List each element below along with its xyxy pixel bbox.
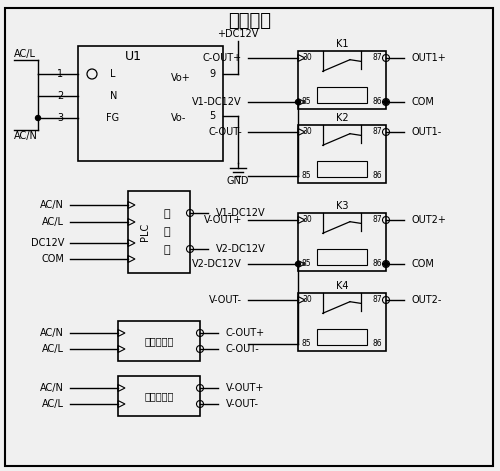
Text: 9: 9: [209, 69, 215, 79]
Text: V-OUT-: V-OUT-: [226, 399, 259, 409]
Text: 直流电压源: 直流电压源: [144, 391, 174, 401]
Text: AC/N: AC/N: [40, 383, 64, 393]
Text: L: L: [110, 69, 116, 79]
Bar: [318, 87, 366, 103]
Text: V2-DC12V: V2-DC12V: [216, 244, 266, 254]
Text: 86: 86: [372, 260, 382, 268]
Text: DC12V: DC12V: [30, 238, 64, 248]
Text: 1: 1: [57, 69, 63, 79]
Text: 85: 85: [302, 340, 312, 349]
Text: C-OUT+: C-OUT+: [203, 53, 242, 63]
Circle shape: [296, 261, 300, 267]
Text: V1-DC12V: V1-DC12V: [216, 208, 266, 218]
Text: FG: FG: [106, 113, 119, 123]
Text: AC/L: AC/L: [14, 49, 36, 59]
Bar: [298, 213, 386, 271]
Text: 30: 30: [302, 214, 312, 224]
Bar: [298, 125, 386, 183]
Text: 85: 85: [302, 97, 312, 106]
Text: K3: K3: [336, 201, 348, 211]
Text: 86: 86: [372, 97, 382, 106]
Text: COM: COM: [41, 254, 64, 264]
Text: 87: 87: [372, 127, 382, 136]
Circle shape: [296, 99, 300, 105]
Text: 2: 2: [57, 91, 63, 101]
Circle shape: [36, 115, 41, 121]
Text: 30: 30: [302, 294, 312, 303]
Text: K4: K4: [336, 281, 348, 291]
Text: C-OUT-: C-OUT-: [208, 127, 242, 137]
Text: 5: 5: [209, 111, 215, 121]
Text: 30: 30: [302, 127, 312, 136]
Text: OUT2+: OUT2+: [412, 215, 447, 225]
Text: AC/N: AC/N: [40, 200, 64, 210]
Bar: [118, 321, 200, 361]
Text: C-OUT-: C-OUT-: [226, 344, 260, 354]
Text: COM: COM: [412, 97, 435, 107]
Text: 3: 3: [57, 113, 63, 123]
Text: C-OUT+: C-OUT+: [226, 328, 265, 338]
Text: AC/N: AC/N: [14, 131, 38, 141]
Text: 87: 87: [372, 214, 382, 224]
Text: 86: 86: [372, 340, 382, 349]
Text: GND: GND: [227, 176, 249, 186]
Text: V-OUT+: V-OUT+: [226, 383, 264, 393]
Bar: [118, 376, 200, 416]
Text: Vo-: Vo-: [171, 113, 186, 123]
Text: V-OUT-: V-OUT-: [209, 295, 242, 305]
Text: AC/L: AC/L: [42, 217, 64, 227]
Text: OUT2-: OUT2-: [412, 295, 442, 305]
Text: N: N: [110, 91, 118, 101]
Text: K1: K1: [336, 39, 348, 49]
Text: 87: 87: [372, 52, 382, 62]
Bar: [318, 249, 366, 265]
Text: 流: 流: [163, 227, 170, 237]
Text: 87: 87: [372, 294, 382, 303]
Bar: [298, 51, 386, 109]
Text: 30: 30: [302, 52, 312, 62]
Text: V1-DC12V: V1-DC12V: [192, 97, 242, 107]
Text: 整: 整: [163, 209, 170, 219]
Text: 直流电流源: 直流电流源: [144, 336, 174, 346]
Bar: [318, 161, 366, 177]
Text: AC/L: AC/L: [42, 344, 64, 354]
Text: 85: 85: [302, 171, 312, 180]
Bar: [128, 191, 190, 273]
Text: AC/N: AC/N: [40, 328, 64, 338]
Text: AC/L: AC/L: [42, 399, 64, 409]
Bar: [318, 329, 366, 345]
Text: V-OUT+: V-OUT+: [204, 215, 242, 225]
Text: OUT1+: OUT1+: [412, 53, 447, 63]
Bar: [298, 293, 386, 351]
Text: V2-DC12V: V2-DC12V: [192, 259, 242, 269]
Text: 测试装置: 测试装置: [228, 12, 272, 30]
Text: K2: K2: [336, 113, 348, 123]
Text: PLC: PLC: [140, 223, 150, 241]
Text: U1: U1: [124, 49, 142, 63]
Text: 86: 86: [372, 171, 382, 180]
Text: +DC12V: +DC12V: [218, 29, 258, 39]
Bar: [78, 46, 223, 161]
Circle shape: [384, 99, 388, 105]
Circle shape: [384, 261, 388, 267]
Text: 器: 器: [163, 245, 170, 255]
Text: Vo+: Vo+: [171, 73, 191, 83]
Text: 85: 85: [302, 260, 312, 268]
Text: COM: COM: [412, 259, 435, 269]
Text: OUT1-: OUT1-: [412, 127, 442, 137]
